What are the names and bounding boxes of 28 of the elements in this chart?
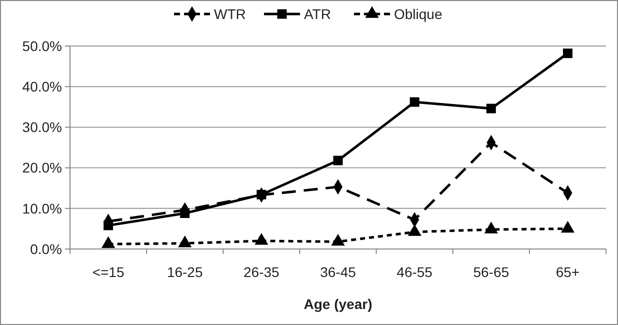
point [331, 234, 345, 246]
point [410, 97, 420, 107]
point [333, 156, 343, 166]
point [408, 224, 422, 236]
y-tick-label: 50.0% [22, 38, 62, 54]
point [178, 235, 192, 248]
legend-label: ATR [304, 6, 331, 22]
point [560, 220, 575, 233]
x-tick-label: 26-35 [244, 264, 280, 280]
x-tick-label: 36-45 [320, 264, 356, 280]
x-tick-label: 16-25 [166, 264, 203, 280]
x-tick-label: 46-55 [396, 264, 433, 280]
x-axis-title: Age (year) [304, 296, 372, 312]
y-tick-label: 0.0% [30, 240, 62, 257]
legend-label: Oblique [394, 6, 442, 22]
x-tick-label: 56-65 [473, 264, 510, 280]
point [484, 222, 498, 234]
x-tick-label: 65+ [556, 264, 580, 280]
y-tick-label: 40.0% [22, 78, 62, 94]
point [254, 233, 268, 245]
point [486, 104, 496, 114]
legend-label: WTR [214, 6, 246, 22]
y-tick-label: 20.0% [22, 160, 62, 176]
x-tick-label: <=15 [92, 264, 124, 280]
y-tick-label: 10.0% [22, 200, 62, 216]
point [101, 236, 116, 248]
point [562, 48, 572, 58]
y-tick-label: 30.0% [22, 119, 62, 136]
